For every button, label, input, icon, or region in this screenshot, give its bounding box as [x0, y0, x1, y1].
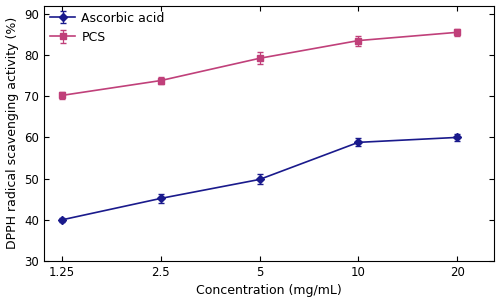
Legend: Ascorbic acid, PCS: Ascorbic acid, PCS [48, 9, 167, 47]
Y-axis label: DPPH radical scavenging activity (%): DPPH radical scavenging activity (%) [6, 17, 18, 249]
X-axis label: Concentration (mg/mL): Concentration (mg/mL) [196, 285, 342, 298]
